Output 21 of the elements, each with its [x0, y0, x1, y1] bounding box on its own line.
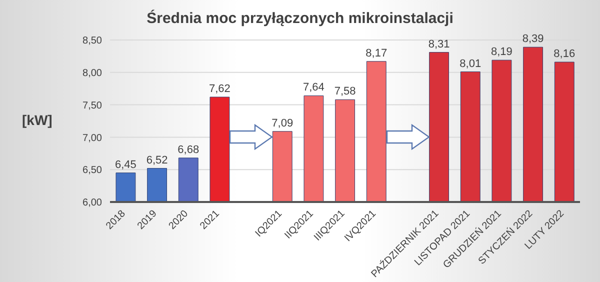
data-label: 8,16: [554, 48, 576, 60]
chart-title: Średnia moc przyłączonych mikroinstalacji: [146, 10, 454, 27]
y-tick-label: 8,00: [82, 68, 102, 79]
data-label: 8,01: [460, 58, 482, 70]
data-label: 6,52: [146, 154, 168, 166]
data-label: 8,17: [366, 47, 388, 60]
data-label: 8,19: [491, 46, 512, 58]
data-label: 7,58: [334, 86, 356, 98]
y-axis-title: [kW]: [22, 112, 52, 128]
y-tick-label: 6,00: [82, 198, 102, 209]
data-label: 8,31: [428, 38, 450, 50]
data-label: 6,45: [115, 158, 136, 171]
y-tick-label: 7,50: [82, 100, 102, 112]
data-label: 7,62: [209, 83, 230, 96]
y-tick-label: 8,50: [82, 36, 102, 47]
y-tick-label: 6,50: [82, 165, 102, 176]
data-label: 8,39: [522, 33, 544, 46]
data-label: 7,09: [272, 117, 294, 130]
data-label: 6,68: [178, 144, 200, 156]
data-label: 7,64: [303, 82, 324, 94]
y-tick-label: 7,00: [82, 132, 102, 144]
